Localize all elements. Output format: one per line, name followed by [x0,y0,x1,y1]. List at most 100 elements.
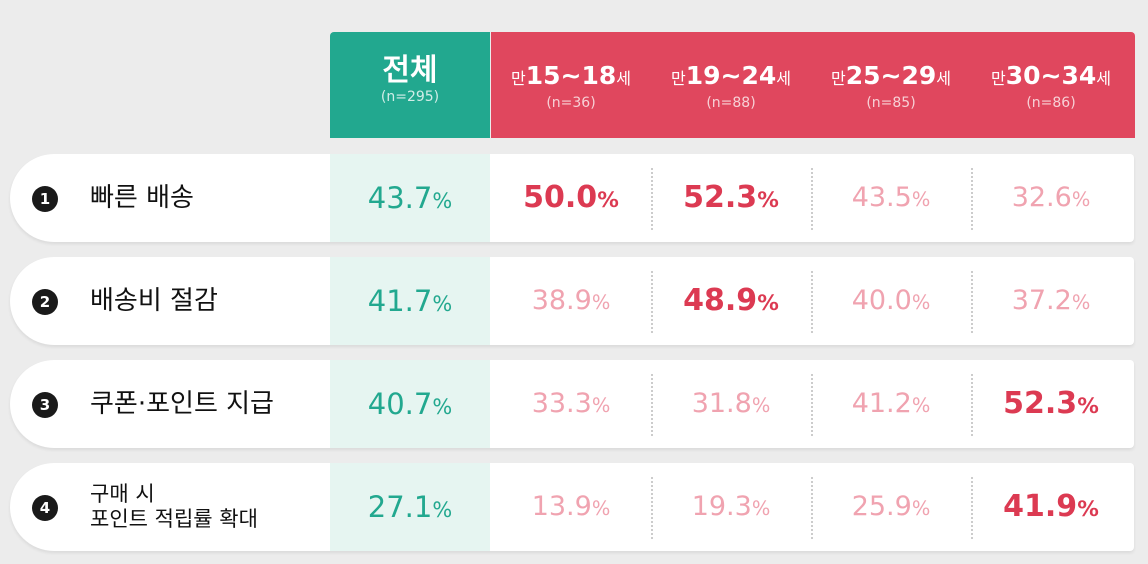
percent-sign: % [751,394,771,417]
age-value: 50.0% [491,154,651,242]
header-total-n: (n=295) [380,89,440,105]
value-number: 37.2 [1011,285,1072,316]
percent-sign: % [432,395,453,419]
row-item-label-line: 포인트 적립률 확대 [90,507,258,531]
percent-sign: % [591,394,611,417]
age-value: 52.3% [971,360,1131,448]
total-value: 27.1% [330,463,490,551]
percent-sign: % [432,498,453,522]
value-number: 48.9 [683,283,758,318]
percent-sign: % [432,189,453,213]
column-divider [811,168,813,230]
age-range: 30~34 [1005,61,1097,90]
age-value: 19.3% [651,463,811,551]
age-value: 25.9% [811,463,971,551]
row-item-label: 쿠폰·포인트 지급 [90,389,274,419]
rank-badge: 3 [32,392,58,418]
column-divider [971,477,973,539]
value-number: 38.9 [531,285,592,316]
percent-sign: % [591,291,611,314]
value-number: 41.2 [851,388,912,419]
age-range: 25~29 [845,61,937,90]
value-number: 19.3 [691,491,752,522]
header-age-30-34: 만30~34세 (n=86) [971,32,1131,138]
age-value: 43.5% [811,154,971,242]
age-prefix: 만 [991,69,1006,88]
value-number: 25.9 [851,491,912,522]
percent-sign: % [591,497,611,520]
value-number: 27.1 [367,490,433,524]
age-n: (n=36) [546,95,596,111]
age-value: 38.9% [491,257,651,345]
value-number: 41.9 [1003,489,1078,524]
rank-badge: 1 [32,186,58,212]
percent-sign: % [1077,394,1099,419]
value-number: 50.0 [523,180,598,215]
header-age-15-18: 만15~18세 (n=36) [491,32,651,138]
percent-sign: % [911,497,931,520]
age-value: 40.0% [811,257,971,345]
rank-badge: 2 [32,289,58,315]
age-value: 48.9% [651,257,811,345]
percent-sign: % [1077,497,1099,522]
percent-sign: % [757,291,779,316]
value-number: 13.9 [531,491,592,522]
age-value: 13.9% [491,463,651,551]
percent-sign: % [597,188,619,213]
value-number: 40.7 [367,387,433,421]
age-prefix: 만 [831,69,846,88]
column-divider [651,477,653,539]
age-value: 32.6% [971,154,1131,242]
age-n: (n=88) [706,95,756,111]
value-number: 31.8 [691,388,752,419]
row-item-label: 구매 시 포인트 적립률 확대 [90,463,320,551]
age-range: 19~24 [685,61,777,90]
column-divider [651,168,653,230]
column-divider [971,271,973,333]
header-age-groups: 만15~18세 (n=36) 만19~24세 (n=88) 만25~29세 (n… [491,32,1135,138]
table-row: 2 배송비 절감 41.7% 38.9% 48.9% 40.0% 37.2% [10,257,1134,345]
age-n: (n=86) [1026,95,1076,111]
value-number: 43.5 [851,182,912,213]
age-value: 41.9% [971,463,1131,551]
row-item-label: 배송비 절감 [90,286,218,316]
rank-badge: 4 [32,495,58,521]
age-suffix: 세 [1096,69,1111,88]
percent-sign: % [911,188,931,211]
column-divider [651,271,653,333]
value-number: 43.7 [367,181,433,215]
total-value: 43.7% [330,154,490,242]
total-value: 41.7% [330,257,490,345]
column-divider [811,477,813,539]
column-divider [651,374,653,436]
percent-sign: % [432,292,453,316]
age-suffix: 세 [936,69,951,88]
age-value: 52.3% [651,154,811,242]
column-divider [811,374,813,436]
age-value: 33.3% [491,360,651,448]
percent-sign: % [751,497,771,520]
header-total: 전체 (n=295) [330,32,490,138]
table-row: 3 쿠폰·포인트 지급 40.7% 33.3% 31.8% 41.2% 52.3… [10,360,1134,448]
value-number: 40.0 [851,285,912,316]
column-divider [971,374,973,436]
age-n: (n=85) [866,95,916,111]
row-item-label-line: 구매 시 [90,482,155,506]
value-number: 33.3 [531,388,592,419]
value-number: 52.3 [1003,386,1078,421]
column-divider [971,168,973,230]
column-divider [811,271,813,333]
value-number: 52.3 [683,180,758,215]
row-item-label: 빠른 배송 [90,183,194,213]
table-row: 4 구매 시 포인트 적립률 확대 27.1% 13.9% 19.3% 25.9… [10,463,1134,551]
total-value: 40.7% [330,360,490,448]
percent-sign: % [911,394,931,417]
percent-sign: % [911,291,931,314]
header-age-19-24: 만19~24세 (n=88) [651,32,811,138]
table-row: 1 빠른 배송 43.7% 50.0% 52.3% 43.5% 32.6% [10,154,1134,242]
value-number: 41.7 [367,284,433,318]
age-value: 41.2% [811,360,971,448]
age-value: 37.2% [971,257,1131,345]
percent-sign: % [1071,188,1091,211]
percent-sign: % [1071,291,1091,314]
